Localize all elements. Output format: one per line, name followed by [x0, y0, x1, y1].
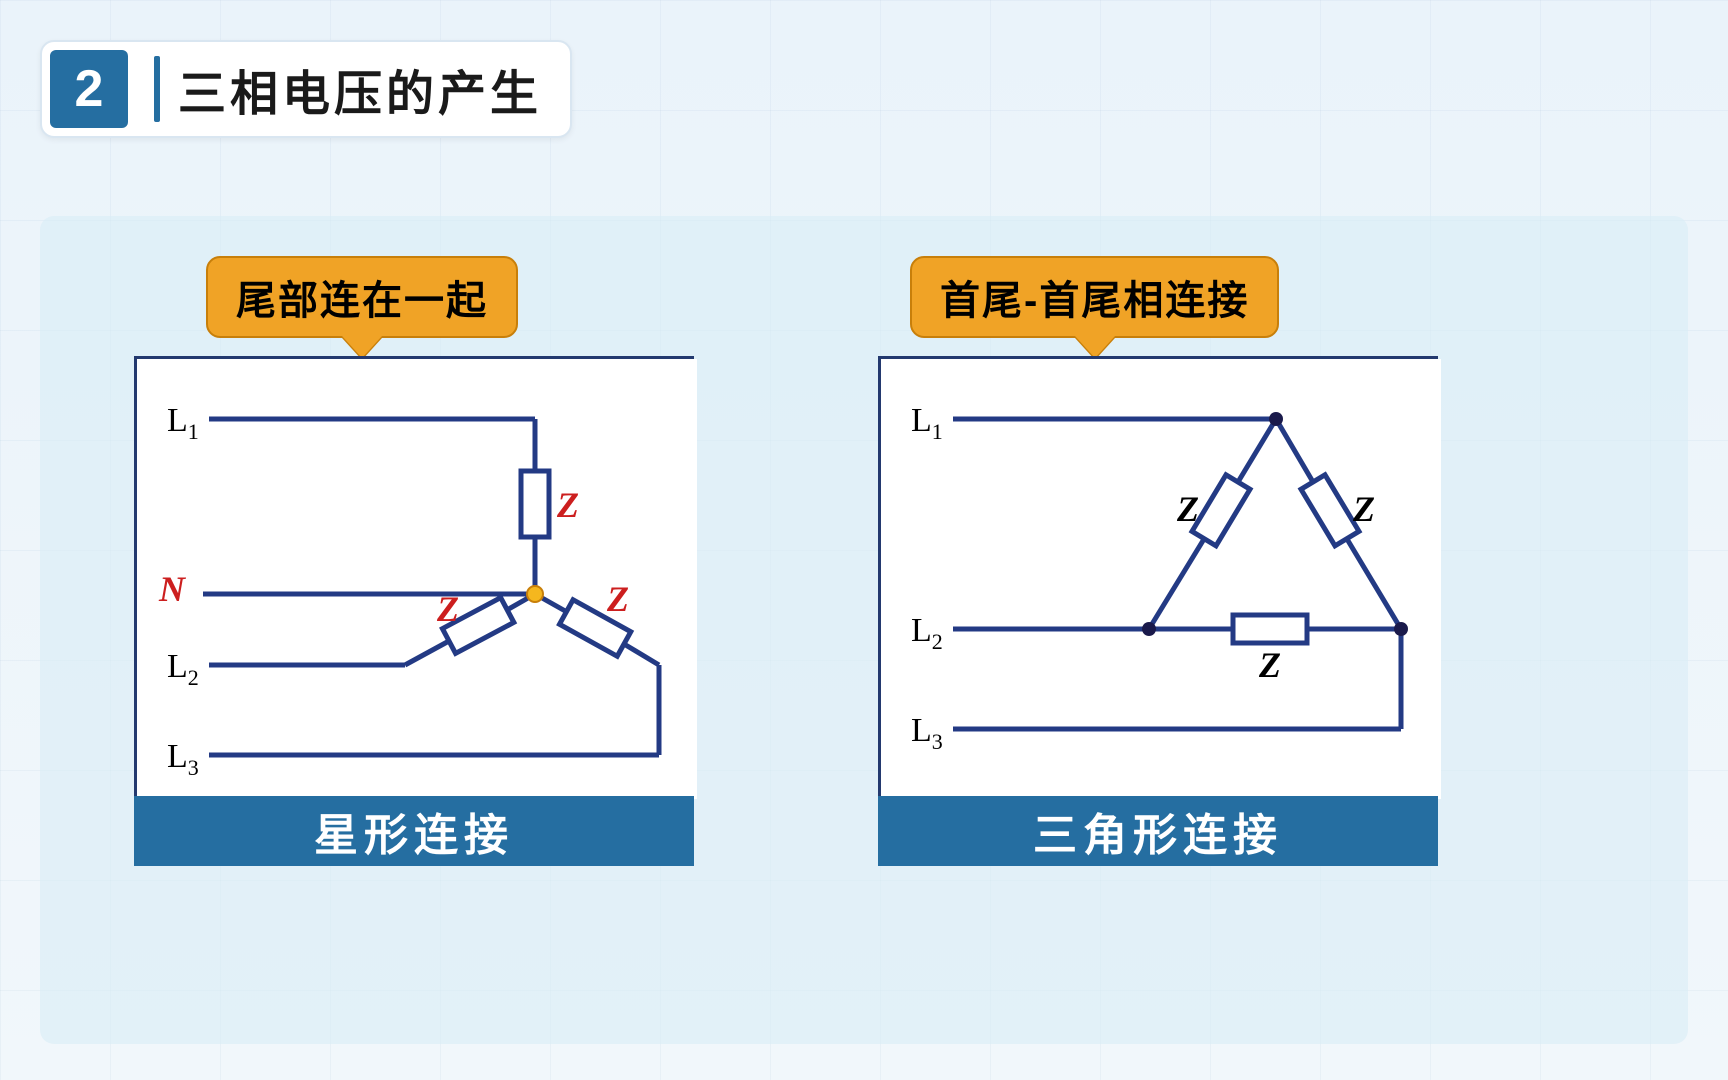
- callout-right-text: 首尾-首尾相连接: [940, 279, 1249, 323]
- callout-left-text: 尾部连在一起: [236, 279, 488, 323]
- content-panel: 尾部连在一起 首尾-首尾相连接 L1: [40, 216, 1688, 1044]
- delta-svg: L1 L2 L3 Z Z: [881, 359, 1441, 799]
- svg-text:Z: Z: [1258, 645, 1281, 685]
- svg-text:Z: Z: [1352, 489, 1375, 529]
- header-separator: [154, 56, 160, 122]
- caption-left: 星形连接: [134, 796, 694, 866]
- svg-text:Z: Z: [606, 579, 629, 619]
- z-label: Z: [556, 485, 579, 525]
- svg-text:N: N: [158, 569, 187, 609]
- caption-left-text: 星形连接: [314, 799, 514, 863]
- caption-right-text: 三角形连接: [1033, 799, 1283, 863]
- callout-left: 尾部连在一起: [206, 256, 518, 338]
- diagram-delta: L1 L2 L3 Z Z: [878, 356, 1438, 796]
- diagram-star: L1 Z N N N: [134, 356, 694, 796]
- section-title: 三相电压的产生: [178, 54, 542, 124]
- section-number: 2: [75, 59, 104, 119]
- callout-right: 首尾-首尾相连接: [910, 256, 1279, 338]
- section-header: 2 三相电压的产生: [40, 40, 572, 138]
- star-svg: L1 Z N N N: [137, 359, 697, 799]
- svg-text:Z: Z: [436, 589, 459, 629]
- section-number-badge: 2: [50, 50, 128, 128]
- caption-right: 三角形连接: [878, 796, 1438, 866]
- svg-text:Z: Z: [1176, 489, 1199, 529]
